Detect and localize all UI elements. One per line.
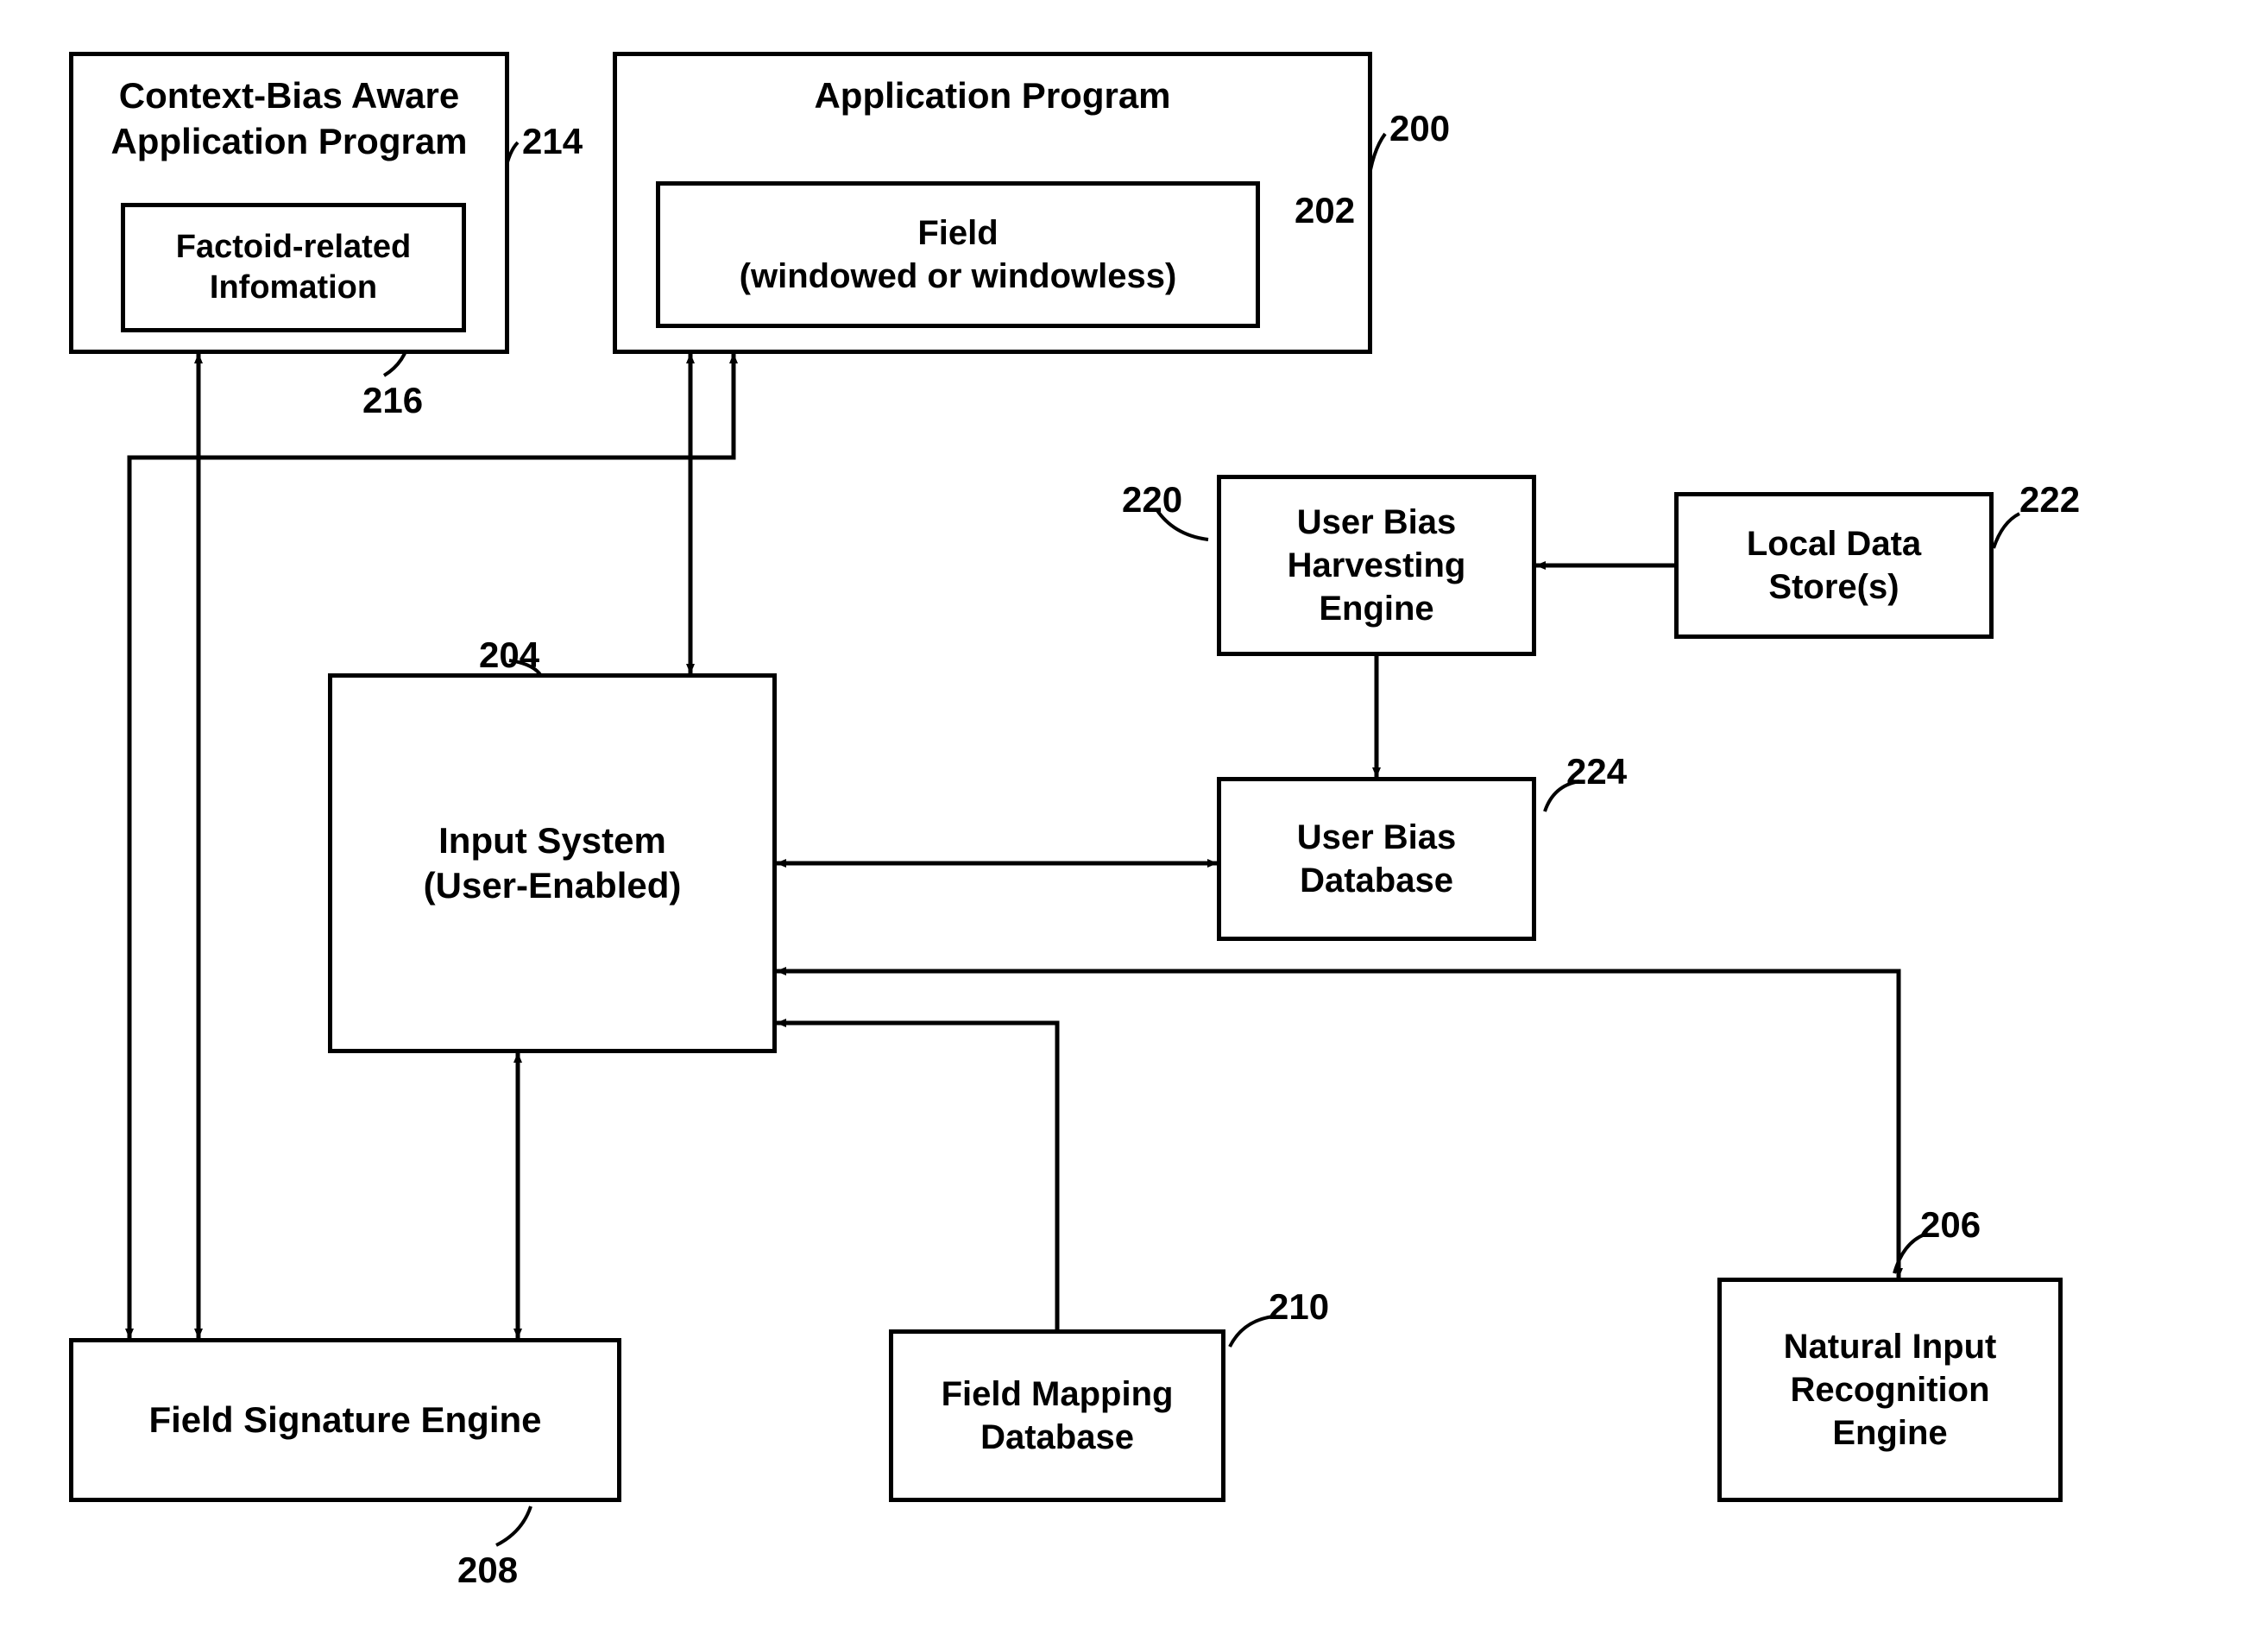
node-field-mapping-db: Field MappingDatabase <box>889 1329 1225 1502</box>
node-local-data-store-label: Local DataStore(s) <box>1747 522 1921 609</box>
ref-206: 206 <box>1920 1204 1981 1246</box>
ref-222: 222 <box>2019 479 2080 521</box>
ref-202: 202 <box>1295 190 1355 231</box>
node-user-bias-db: User BiasDatabase <box>1217 777 1536 941</box>
ref-216: 216 <box>362 380 423 421</box>
node-user-bias-harvest-label: User BiasHarvestingEngine <box>1288 501 1466 630</box>
node-field-sig-engine-label: Field Signature Engine <box>148 1398 541 1443</box>
node-app-program-label: Application Program <box>617 73 1368 119</box>
ref-204: 204 <box>479 634 539 676</box>
node-field: Field(windowed or windowless) <box>656 181 1260 328</box>
node-natural-input-eng: Natural InputRecognitionEngine <box>1717 1278 2063 1502</box>
system-diagram: Context-Bias AwareApplication Program Fa… <box>0 0 2268 1635</box>
ref-214: 214 <box>522 121 583 162</box>
node-factoid-info: Factoid-relatedInfomation <box>121 203 466 332</box>
ref-200: 200 <box>1389 108 1450 149</box>
node-user-bias-db-label: User BiasDatabase <box>1297 816 1457 902</box>
ref-210: 210 <box>1269 1286 1329 1328</box>
ref-224: 224 <box>1566 751 1627 792</box>
node-context-bias-app-label: Context-Bias AwareApplication Program <box>73 73 505 164</box>
node-field-label: Field(windowed or windowless) <box>740 211 1177 298</box>
node-field-mapping-db-label: Field MappingDatabase <box>942 1373 1174 1459</box>
node-input-system: Input System(User-Enabled) <box>328 673 777 1053</box>
ref-208: 208 <box>457 1550 518 1591</box>
node-input-system-label: Input System(User-Enabled) <box>424 818 682 909</box>
ref-220: 220 <box>1122 479 1182 521</box>
node-user-bias-harvest: User BiasHarvestingEngine <box>1217 475 1536 656</box>
node-local-data-store: Local DataStore(s) <box>1674 492 1994 639</box>
node-field-sig-engine: Field Signature Engine <box>69 1338 621 1502</box>
node-natural-input-eng-label: Natural InputRecognitionEngine <box>1784 1325 1997 1455</box>
node-factoid-info-label: Factoid-relatedInfomation <box>176 227 411 309</box>
